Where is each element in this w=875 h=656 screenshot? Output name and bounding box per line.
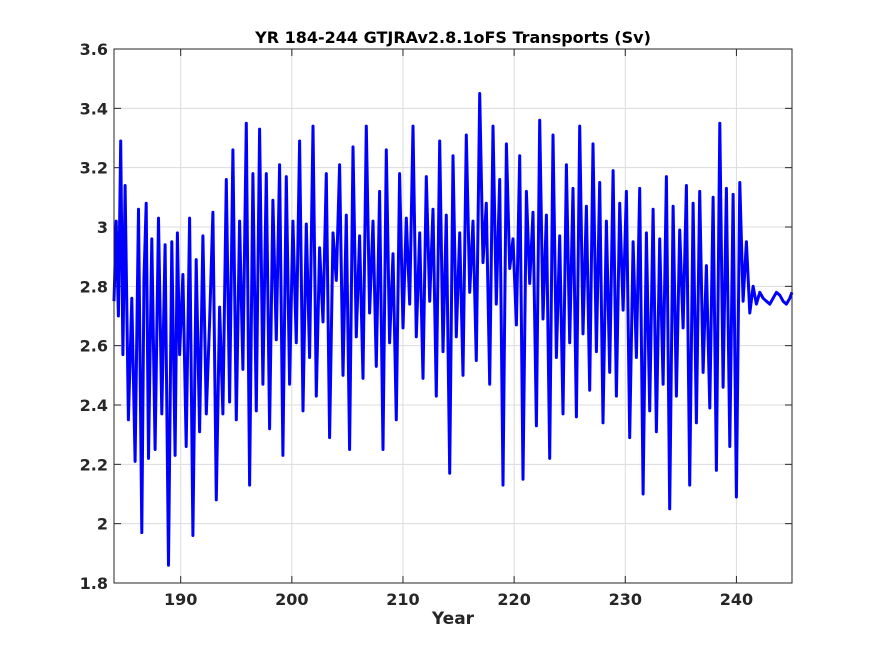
x-axis-label: Year — [431, 609, 475, 629]
y-tick-label: 3.2 — [80, 159, 108, 178]
y-tick-label: 1.8 — [80, 574, 108, 593]
chart-title: YR 184-244 GTJRAv2.8.1oFS Transports (Sv… — [254, 28, 651, 47]
y-tick-label: 2.6 — [80, 337, 108, 356]
x-tick-label: 190 — [164, 590, 197, 609]
plot-frame — [113, 48, 793, 584]
y-tick-label: 2.8 — [80, 277, 108, 296]
x-tick-label: 210 — [386, 590, 419, 609]
x-tick-label: 200 — [275, 590, 308, 609]
y-tick-label: 2 — [97, 515, 108, 534]
x-tick-label: 220 — [497, 590, 530, 609]
y-tick-label: 3.6 — [80, 40, 108, 59]
y-tick-label: 3 — [97, 218, 108, 237]
x-tick-label: 240 — [720, 590, 753, 609]
y-tick-label: 2.2 — [80, 455, 108, 474]
y-tick-label: 3.4 — [80, 99, 108, 118]
x-tick-label: 230 — [609, 590, 642, 609]
axis-ticks: 1.8 2 2.2 2.4 2.6 2.8 3 3.2 3.4 3.6 190 200 210 220 23… — [80, 40, 792, 609]
transport-series-line — [112, 92, 794, 567]
y-tick-label: 2.4 — [80, 396, 108, 415]
